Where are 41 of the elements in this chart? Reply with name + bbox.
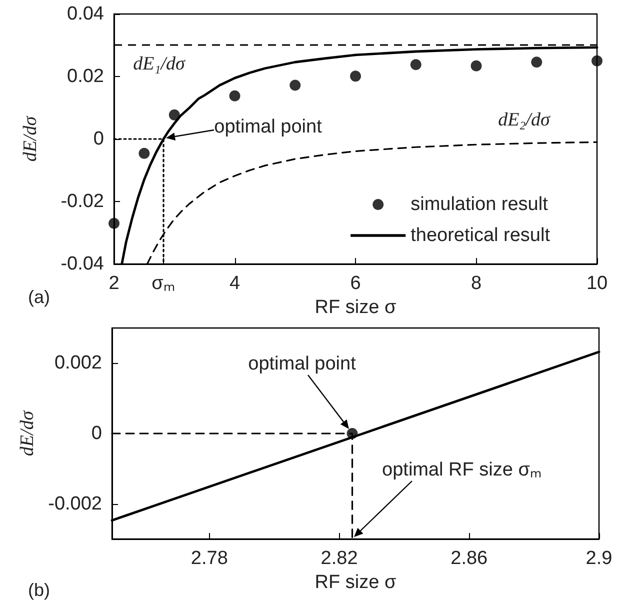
x-tick-label: 2.78 <box>190 548 228 569</box>
point <box>531 56 542 68</box>
annotation: optimal point <box>248 354 357 374</box>
x-tick-label: 2.9 <box>586 548 612 569</box>
point <box>108 218 120 229</box>
x-tick-label: 2 <box>108 273 120 294</box>
x-tick-label: 2.82 <box>320 548 358 569</box>
x-axis-title: RF size σ <box>314 296 396 318</box>
y-tick-label: -0.02 <box>60 191 104 212</box>
point <box>229 90 240 102</box>
point <box>470 60 482 72</box>
y-tick-label: 0.04 <box>67 4 104 24</box>
annotation: dE₂/dσ <box>498 110 551 130</box>
legend-label: theoretical result <box>410 225 551 246</box>
x-tick-label: 10 <box>586 273 608 294</box>
y-tick-label: 0.02 <box>67 66 104 87</box>
annotation: dE₁/dσ <box>133 54 186 74</box>
point <box>592 55 602 66</box>
y-axis-title: dE/dσ <box>20 116 41 162</box>
x-tick-label: 2.86 <box>450 548 488 569</box>
point <box>410 59 422 70</box>
y-tick-label: -0.002 <box>48 493 102 514</box>
point <box>138 148 150 159</box>
y-tick-label: 0 <box>93 128 104 150</box>
text: (a) <box>28 287 50 307</box>
text: (b) <box>28 580 50 600</box>
point <box>350 70 361 82</box>
legend-label: simulation result <box>410 194 549 215</box>
x-tick-label: 6 <box>350 273 361 294</box>
x-tick-label: 4 <box>229 273 240 294</box>
annotation: optimal RF size σₘ <box>382 460 542 480</box>
x-tick-label: σₘ <box>152 273 176 294</box>
x-axis-title: RF size σ <box>314 572 396 593</box>
y-tick-label: 0 <box>91 423 102 444</box>
point <box>168 109 180 120</box>
y-tick-label: 0.002 <box>54 352 102 374</box>
y-tick-label: -0.04 <box>60 254 104 274</box>
x-tick-label: 8 <box>470 273 482 294</box>
point <box>290 80 301 91</box>
annotation: optimal point <box>214 116 323 138</box>
y-axis-title: dE/dσ <box>17 410 38 456</box>
